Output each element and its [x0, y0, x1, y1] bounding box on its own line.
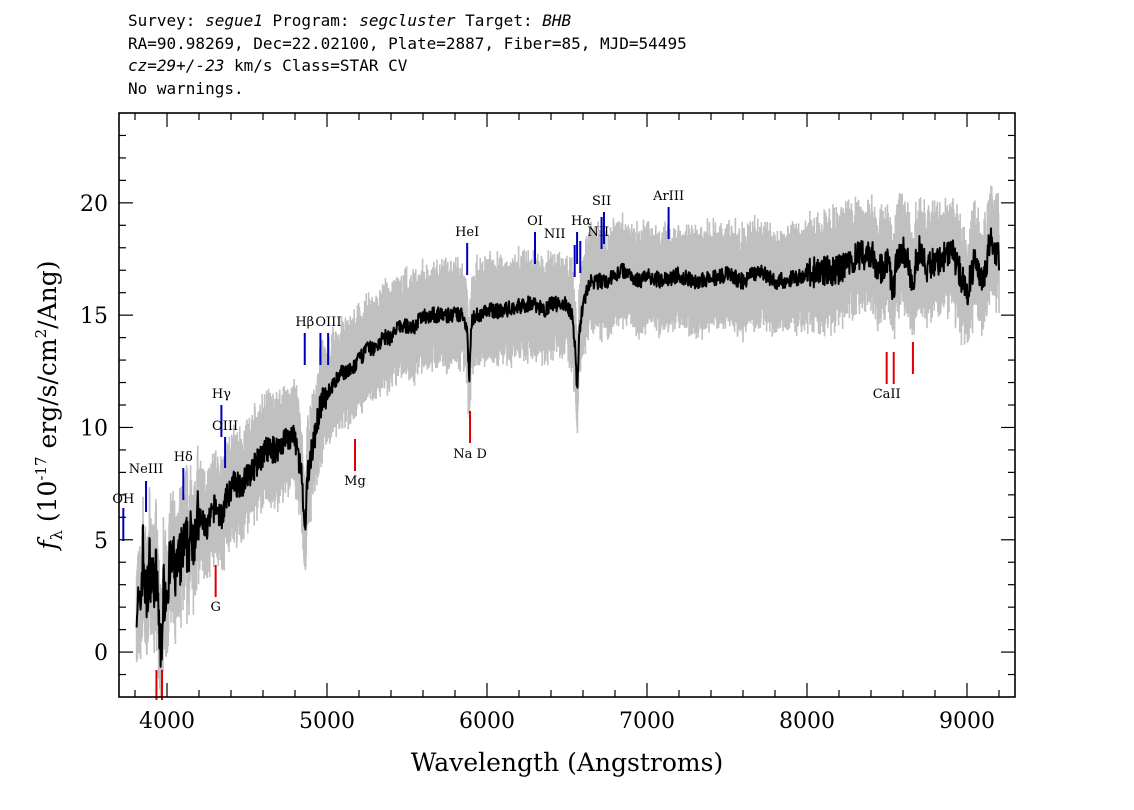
- program-label: Program:: [262, 11, 360, 30]
- line-label: CaII: [873, 387, 901, 402]
- class-value: km/s Class=STAR CV: [224, 56, 408, 75]
- x-tick-label: 8000: [779, 709, 835, 734]
- x-tick-label: 7000: [619, 709, 675, 734]
- axis-ticks: [119, 113, 1015, 697]
- line-label: Hα: [571, 214, 591, 229]
- line-label: Hβ: [295, 315, 314, 330]
- flux-series: [135, 227, 1000, 668]
- line-label: NeIII: [129, 462, 163, 477]
- survey-value: segue1: [205, 11, 263, 30]
- survey-label: Survey:: [128, 11, 206, 30]
- header-line-warnings: No warnings.: [128, 78, 244, 98]
- x-tick-label: 6000: [459, 709, 515, 734]
- line-label: NII: [544, 227, 566, 242]
- y-tick-label: 20: [80, 192, 108, 217]
- redshift-value: cz=29+/-23: [128, 56, 225, 75]
- line-label: ArIII: [652, 189, 684, 204]
- y-tick-label: 5: [94, 529, 108, 554]
- y-tick-label: 15: [80, 304, 108, 329]
- plot-frame: [118, 112, 1016, 698]
- line-label: OH: [112, 492, 134, 507]
- y-axis-title: fλ (10-17 erg/s/cm2/Ang): [32, 260, 66, 551]
- target-value: BHB: [542, 11, 572, 30]
- target-label: Target:: [455, 11, 543, 30]
- line-label: G: [210, 600, 220, 615]
- line-label: OI: [527, 214, 543, 229]
- header-line-survey: Survey: segue1 Program: segcluster Targe…: [128, 10, 687, 33]
- line-label: HeI: [455, 225, 479, 240]
- axis-tick-labels: 4000 5000 6000 7000 8000 9000 0 5 10 15 20: [80, 192, 995, 734]
- flux-line: [135, 227, 1000, 668]
- x-tick-label: 5000: [299, 709, 355, 734]
- line-label: Hγ: [212, 387, 231, 402]
- x-tick-label: 9000: [939, 709, 995, 734]
- line-label: Mg: [344, 474, 366, 489]
- line-label: Na D: [453, 447, 487, 462]
- line-label: SII: [592, 194, 611, 209]
- line-label: Hδ: [174, 450, 193, 465]
- spectrum-header: Survey: segue1 Program: segcluster Targe…: [128, 10, 687, 100]
- y-tick-label: 10: [80, 416, 108, 441]
- line-label: OIII: [315, 315, 341, 330]
- x-tick-label: 4000: [139, 709, 195, 734]
- line-label: NII: [587, 225, 609, 240]
- line-label: OIII: [212, 419, 238, 434]
- program-value: segcluster: [359, 11, 456, 30]
- y-tick-label: 0: [94, 641, 108, 666]
- x-axis-title: Wavelength (Angstroms): [411, 748, 723, 777]
- header-line-coordinates: RA=90.98269, Dec=22.02100, Plate=2887, F…: [128, 33, 687, 53]
- header-line-redshift: cz=29+/-23 km/s Class=STAR CV: [128, 55, 687, 78]
